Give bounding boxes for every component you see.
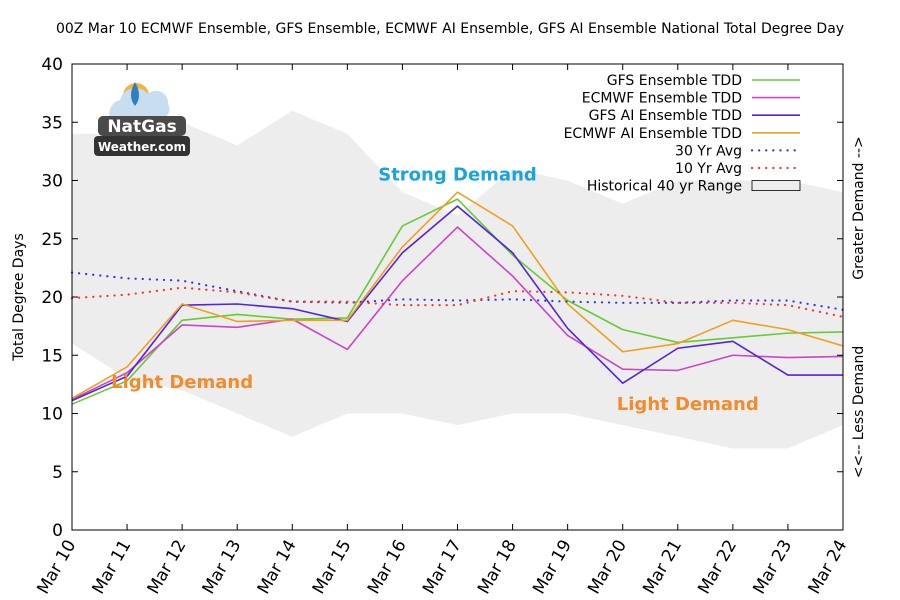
- legend-swatch-range: [751, 180, 801, 192]
- y-axis-label: Total Degree Days: [11, 233, 27, 362]
- x-tick-label: Mar 12: [144, 537, 191, 598]
- x-tick-label: Mar 14: [254, 537, 301, 598]
- x-tick-label: Mar 10: [33, 537, 80, 598]
- y-tick-label: 35: [41, 113, 63, 133]
- y-tick-label: 20: [41, 288, 63, 308]
- y-tick-label: 30: [41, 172, 63, 192]
- chart-title: 00Z Mar 10 ECMWF Ensemble, GFS Ensemble,…: [56, 21, 844, 37]
- legend-label: Historical 40 yr Range: [587, 179, 742, 195]
- logo-badge-top: [98, 116, 186, 136]
- x-tick-label: Mar 23: [749, 537, 796, 598]
- x-tick-label: Mar 22: [694, 537, 741, 598]
- x-tick-label: Mar 15: [309, 537, 356, 598]
- series-line-ecmwf-ensemble-tdd: [71, 226, 844, 401]
- flame-icon: [131, 82, 139, 106]
- legend-label: ECMWF Ensemble TDD: [582, 91, 742, 107]
- legend-label: 30 Yr Avg: [675, 143, 742, 159]
- right-label-less-demand: <<-- Less Demand: [851, 346, 867, 479]
- y-tick-label: 10: [41, 405, 63, 425]
- right-label-greater-demand: Greater Demand -->: [851, 136, 867, 279]
- y-tick-label: 25: [41, 230, 63, 250]
- x-tick-label: Mar 21: [639, 537, 686, 598]
- x-tick-label: Mar 11: [89, 537, 136, 598]
- logo-badge-bottom: [94, 136, 190, 156]
- historical-range-layer: [72, 110, 843, 449]
- natgas-weather-logo: NatGas Weather.com: [94, 82, 190, 156]
- annotation-light-demand-left: Light Demand: [111, 372, 253, 393]
- x-tick-label: Mar 18: [474, 537, 521, 598]
- series-line-30-yr-avg: [70, 271, 845, 311]
- series-line-ecmwf-ai-ensemble-tdd: [71, 191, 844, 400]
- cloud-icon: [109, 87, 170, 118]
- annotation-strong-demand: Strong Demand: [378, 165, 537, 186]
- x-tick-label: Mar 24: [804, 537, 851, 598]
- annotation-light-demand-right: Light Demand: [617, 394, 759, 415]
- historical-range-band: [72, 110, 843, 449]
- x-tick-label: Mar 20: [584, 537, 631, 598]
- legend-label: GFS AI Ensemble TDD: [589, 108, 742, 124]
- legend-label: GFS Ensemble TDD: [607, 73, 742, 89]
- x-tick-label: Mar 19: [529, 537, 576, 598]
- logo-text-weathercom: Weather.com: [98, 140, 186, 154]
- legend-label: ECMWF AI Ensemble TDD: [564, 126, 742, 142]
- logo-text-natgas: NatGas: [107, 117, 176, 137]
- legend-label: 10 Yr Avg: [675, 161, 742, 177]
- y-tick-label: 15: [41, 346, 63, 366]
- series-line-gfs-ai-ensemble-tdd: [71, 205, 843, 402]
- y-tick-label: 0: [52, 521, 63, 541]
- x-tick-label: Mar 16: [364, 537, 411, 598]
- x-tick-label: Mar 13: [199, 537, 246, 598]
- series-line-10-yr-avg: [70, 286, 845, 318]
- series-layer: [70, 191, 845, 405]
- series-line-gfs-ensemble-tdd: [71, 198, 844, 405]
- y-tick-label: 5: [52, 463, 63, 483]
- y-tick-label: 40: [41, 55, 63, 75]
- x-tick-label: Mar 17: [419, 537, 466, 598]
